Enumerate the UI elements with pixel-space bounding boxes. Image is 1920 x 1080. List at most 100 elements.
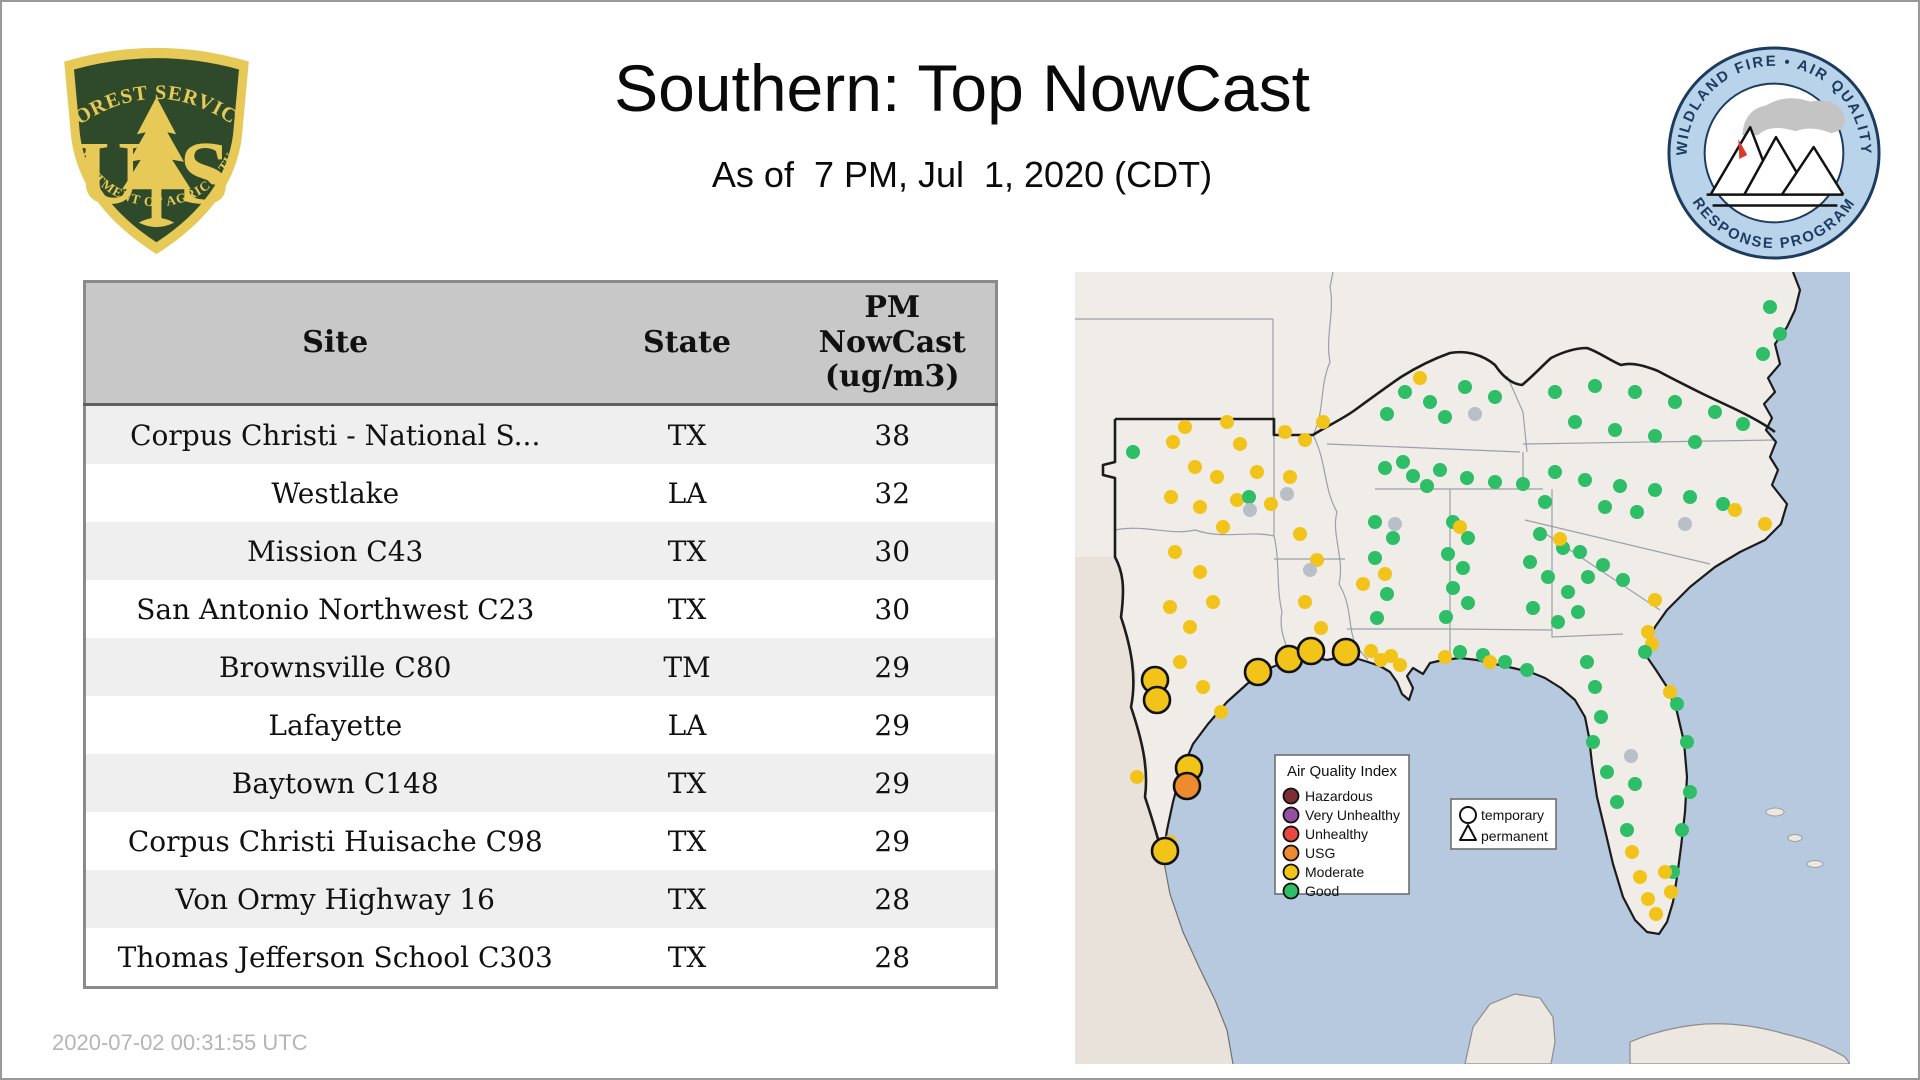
permanent-monitor-dot: [1364, 644, 1378, 658]
site-cell: Von Ormy Highway 16: [175, 882, 495, 916]
permanent-monitor-dot: [1413, 371, 1427, 385]
table-row: San Antonio Northwest C23 TX 30: [84, 580, 997, 638]
permanent-monitor-dot: [1758, 517, 1772, 531]
permanent-monitor-dot: [1303, 563, 1317, 577]
map-mexico: [1075, 557, 1233, 1064]
map-islands: [1765, 807, 1824, 868]
site-cell: Thomas Jefferson School C303: [117, 940, 553, 974]
temporary-monitor-circle: [1142, 685, 1172, 715]
permanent-monitor-dot: [1598, 500, 1612, 514]
permanent-monitor-dot: [1568, 415, 1582, 429]
permanent-monitor-dot: [1628, 777, 1642, 791]
value-cell: 30: [874, 534, 911, 568]
permanent-monitor-dot: [1386, 531, 1400, 545]
permanent-monitor-dot: [1608, 423, 1622, 437]
permanent-monitor-dot: [1520, 663, 1534, 677]
permanent-monitor-dot: [1571, 605, 1585, 619]
temporary-monitor-circle: [1296, 636, 1326, 666]
permanent-monitor-dot: [1658, 865, 1672, 879]
permanent-monitor-dot: [1420, 479, 1434, 493]
permanent-monitor-dot: [1458, 380, 1472, 394]
permanent-monitor-dot: [1648, 593, 1662, 607]
permanent-monitor-dot: [1206, 595, 1220, 609]
permanent-monitor-dot: [1688, 435, 1702, 449]
permanent-monitor-dot: [1625, 845, 1639, 859]
site-cell: Baytown C148: [231, 766, 439, 800]
permanent-monitor-dot: [1664, 885, 1678, 899]
col-header-state: State: [584, 281, 790, 406]
legend-swatch-usg: [1282, 844, 1300, 862]
temporary-monitor-circle: [1243, 657, 1273, 687]
legend-swatch-good: [1282, 882, 1300, 900]
value-cell: 29: [874, 824, 911, 858]
permanent-monitor-dot: [1526, 601, 1540, 615]
permanent-monitor-dot: [1728, 503, 1742, 517]
legend-label: Good: [1305, 883, 1339, 899]
permanent-monitor-dot: [1648, 483, 1662, 497]
aqi-legend: Air Quality Index Hazardous Very Unhealth…: [1274, 754, 1410, 900]
permanent-monitor-dot: [1166, 435, 1180, 449]
value-cell: 29: [874, 650, 911, 684]
permanent-monitor-dot: [1648, 429, 1662, 443]
state-cell: TX: [667, 766, 707, 800]
permanent-monitor-dot: [1670, 697, 1684, 711]
permanent-monitor-dot: [1220, 415, 1234, 429]
legend-label: Very Unhealthy: [1305, 807, 1400, 823]
permanent-monitor-dot: [1439, 610, 1453, 624]
permanent-monitor-dot: [1393, 658, 1407, 672]
permanent-monitor-dot: [1293, 527, 1307, 541]
permanent-monitor-dot: [1398, 385, 1412, 399]
permanent-monitor-dot: [1378, 567, 1392, 581]
permanent-monitor-dot: [1541, 570, 1555, 584]
table-header-row: Site State PM NowCast (ug/m3): [84, 281, 997, 406]
permanent-monitor-dot: [1193, 500, 1207, 514]
value-cell: 28: [874, 940, 911, 974]
state-cell: TX: [667, 534, 707, 568]
permanent-monitor-dot: [1164, 490, 1178, 504]
value-cell: 29: [874, 708, 911, 742]
table-row: Corpus Christi - National S... TX 38: [84, 404, 997, 464]
permanent-monitor-dot: [1278, 425, 1292, 439]
legend-label: Moderate: [1305, 864, 1364, 880]
permanent-monitor-dot: [1173, 655, 1187, 669]
permanent-monitor-dot: [1553, 532, 1567, 546]
permanent-monitor-dot: [1230, 493, 1244, 507]
permanent-monitor-dot: [1649, 907, 1663, 921]
permanent-monitor-dot: [1578, 473, 1592, 487]
legend-label: USG: [1305, 845, 1335, 861]
permanent-monitor-dot: [1620, 823, 1634, 837]
permanent-monitor-dot: [1453, 520, 1467, 534]
permanent-monitor-dot: [1250, 465, 1264, 479]
permanent-monitor-dot: [1594, 710, 1608, 724]
permanent-monitor-dot: [1633, 870, 1647, 884]
legend-swatch-hazardous: [1282, 787, 1300, 805]
permanent-monitor-dot: [1423, 395, 1437, 409]
value-cell: 32: [874, 476, 911, 510]
permanent-monitor-dot: [1456, 561, 1470, 575]
value-cell: 30: [874, 592, 911, 626]
symbol-legend: temporary permanent: [1450, 798, 1557, 850]
permanent-monitor-dot: [1396, 455, 1410, 469]
permanent-monitor-dot: [1216, 520, 1230, 534]
permanent-monitor-dot: [1242, 490, 1256, 504]
permanent-monitor-dot: [1280, 487, 1294, 501]
permanent-monitor-dot: [1380, 407, 1394, 421]
permanent-monitor-dot: [1588, 379, 1602, 393]
permanent-monitor-dot: [1483, 655, 1497, 669]
permanent-monitor-dot: [1663, 685, 1677, 699]
page-title: Southern: Top NowCast: [614, 51, 1310, 125]
state-cell: LA: [667, 708, 707, 742]
permanent-monitor-dot: [1538, 495, 1552, 509]
table-row: Von Ormy Highway 16 TX 28: [84, 870, 997, 928]
permanent-monitor-dot: [1283, 470, 1297, 484]
permanent-monitor-dot: [1368, 515, 1382, 529]
permanent-monitor-dot: [1446, 581, 1460, 595]
permanent-monitor-dot: [1580, 655, 1594, 669]
permanent-monitor-dot: [1264, 497, 1278, 511]
permanent-monitor-dot: [1384, 649, 1398, 663]
site-cell: Corpus Christi - National S...: [130, 418, 541, 452]
table-row: Lafayette LA 29: [84, 696, 997, 754]
permanent-monitor-dot: [1438, 650, 1452, 664]
permanent-monitor-dot: [1488, 390, 1502, 404]
value-cell: 28: [874, 882, 911, 916]
